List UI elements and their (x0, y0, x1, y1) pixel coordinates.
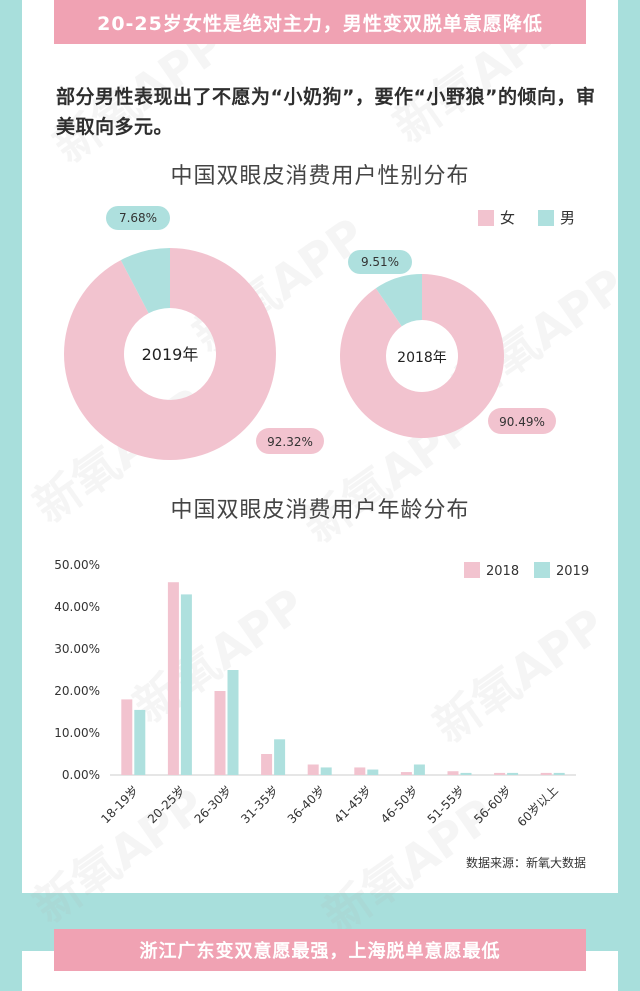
bar-2018 (540, 772, 552, 775)
donut-slice-male (120, 248, 170, 314)
y-tick-label: 30.00% (54, 642, 100, 656)
bar-2018 (400, 772, 412, 775)
bar-2018 (121, 699, 133, 775)
male-percent-label: 7.68% (119, 211, 157, 225)
age-legend: 2018 2019 (464, 562, 589, 579)
x-tick-label: 26-30岁 (191, 783, 235, 827)
x-tick-label: 51-55岁 (424, 783, 468, 827)
legend-label-2019: 2019 (556, 564, 589, 579)
bar-2019 (460, 772, 472, 775)
bar-2018 (167, 582, 179, 775)
bar-2018 (354, 767, 366, 775)
bar-2019 (367, 769, 379, 775)
donut-chart-2019: 2019年 92.32% 7.68% (63, 206, 324, 460)
bar-2019 (507, 772, 519, 775)
female-percent-label: 92.32% (267, 435, 313, 449)
section-banner-bottom: 浙江广东变双意愿最强，上海脱单意愿最低 (54, 929, 586, 971)
bar-2019 (274, 739, 286, 775)
donut-center-label: 2018年 (397, 350, 447, 366)
donut-chart-2018: 2018年 90.49% 9.51% (339, 250, 556, 438)
data-source-label: 数据来源：新氧大数据 (466, 855, 586, 870)
bar-2019 (413, 764, 425, 775)
bar-2019 (180, 594, 192, 775)
x-tick-label: 20-25岁 (144, 783, 188, 827)
legend-label-female: 女 (500, 209, 515, 227)
male-percent-label: 9.51% (361, 255, 399, 269)
x-tick-label: 18-19岁 (98, 783, 142, 827)
y-tick-label: 10.00% (54, 726, 100, 740)
y-tick-label: 20.00% (54, 684, 100, 698)
section-banner-top: 20-25岁女性是绝对主力，男性变双脱单意愿降低 (54, 0, 586, 44)
bar-2018 (307, 764, 319, 775)
x-tick-label: 60岁以上 (514, 783, 561, 830)
female-percent-label: 90.49% (499, 415, 545, 429)
legend-label-2018: 2018 (486, 564, 519, 579)
donut-slice-female (339, 274, 504, 438)
y-tick-label: 50.00% (54, 558, 100, 572)
gender-legend: 女男 (478, 209, 575, 227)
x-tick-label: 36-40岁 (284, 783, 328, 827)
bar-2018 (261, 754, 273, 775)
donut-slice-female (63, 248, 277, 460)
male-callout-bubble (106, 206, 170, 230)
gender-donut-charts: 2019年92.32%7.68%2018年90.49%9.51%女男 (63, 206, 575, 460)
donut-slice-male (375, 274, 422, 327)
x-tick-label: 56-60岁 (470, 783, 514, 827)
female-callout-bubble (488, 408, 556, 434)
legend-label-male: 男 (560, 209, 575, 227)
donut-center-label: 2019年 (142, 345, 199, 364)
x-tick-label: 41-45岁 (331, 783, 375, 827)
bar-2019 (227, 670, 239, 775)
x-tick-label: 31-35岁 (237, 783, 281, 827)
legend-swatch-2018 (464, 562, 480, 578)
y-tick-label: 0.00% (62, 768, 100, 782)
bar-2019 (134, 709, 146, 775)
bar-2018 (447, 771, 459, 775)
bar-2019 (553, 772, 565, 775)
age-chart-title: 中国双眼皮消费用户年龄分布 (170, 498, 470, 523)
legend-swatch-male (538, 210, 554, 226)
y-tick-label: 40.00% (54, 600, 100, 614)
male-callout-bubble (348, 250, 412, 274)
female-callout-bubble (256, 428, 324, 454)
bar-2019 (320, 767, 332, 775)
legend-swatch-female (478, 210, 494, 226)
bar-2018 (494, 772, 506, 775)
legend-swatch-2019 (534, 562, 550, 578)
x-tick-label: 46-50岁 (377, 783, 421, 827)
gender-chart-title: 中国双眼皮消费用户性别分布 (170, 164, 470, 189)
age-bar-chart: 0.00% 10.00% 20.00% 30.00% 40.00% 50.00% 18-19… (54, 558, 589, 870)
bar-2018 (214, 691, 226, 775)
intro-text: 部分男性表现出了不愿为“小奶狗”，要作“小野狼”的倾向，审美取向多元。 (56, 86, 596, 138)
